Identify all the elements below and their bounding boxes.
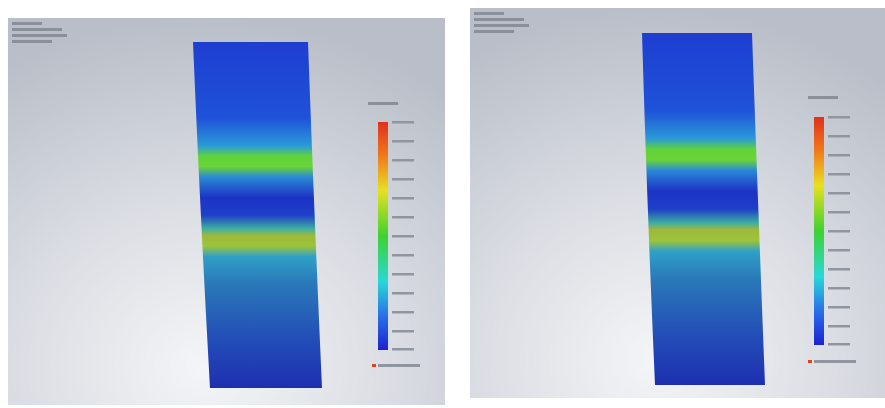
tick-text	[828, 211, 850, 214]
page: (() => { const data = JSON.parse(documen…	[0, 0, 885, 408]
yield-marker	[808, 360, 812, 363]
tick-text	[828, 268, 850, 271]
screenshot	[0, 0, 885, 408]
text-line	[474, 30, 514, 33]
tick-text	[392, 121, 414, 124]
yield-marker	[372, 364, 376, 367]
text-line	[12, 28, 62, 31]
legend-title	[368, 102, 398, 105]
tick-text	[828, 325, 850, 328]
text-line	[474, 12, 504, 15]
left-panel	[8, 18, 445, 405]
text-line	[474, 24, 529, 27]
tick-text	[828, 249, 850, 252]
text-line	[474, 18, 524, 21]
tick-text	[392, 159, 414, 162]
tick-text	[828, 116, 850, 119]
tick-text	[828, 154, 850, 157]
color-legend	[814, 117, 824, 345]
yield-text	[814, 360, 856, 363]
tick-text	[392, 216, 414, 219]
text-line	[12, 22, 42, 25]
tick-text	[392, 292, 414, 295]
tick-text	[828, 230, 850, 233]
tick-text	[392, 178, 414, 181]
text-line	[12, 40, 52, 43]
tick-text	[828, 306, 850, 309]
tick-text	[392, 235, 414, 238]
legend-title	[808, 96, 838, 99]
beam-model	[193, 42, 322, 388]
tick-text	[828, 343, 850, 346]
tick-text	[828, 135, 850, 138]
yield-text	[378, 364, 420, 367]
tick-text	[392, 273, 414, 276]
tick-text	[392, 311, 414, 314]
tick-text	[392, 330, 414, 333]
tick-text	[828, 287, 850, 290]
tick-text	[392, 348, 414, 351]
tick-text	[828, 173, 850, 176]
beam-model	[642, 33, 765, 385]
right-panel	[470, 8, 885, 398]
text-line	[12, 34, 67, 37]
tick-text	[828, 192, 850, 195]
tick-text	[392, 254, 414, 257]
tick-text	[392, 197, 414, 200]
color-legend	[378, 122, 388, 350]
tick-text	[392, 140, 414, 143]
